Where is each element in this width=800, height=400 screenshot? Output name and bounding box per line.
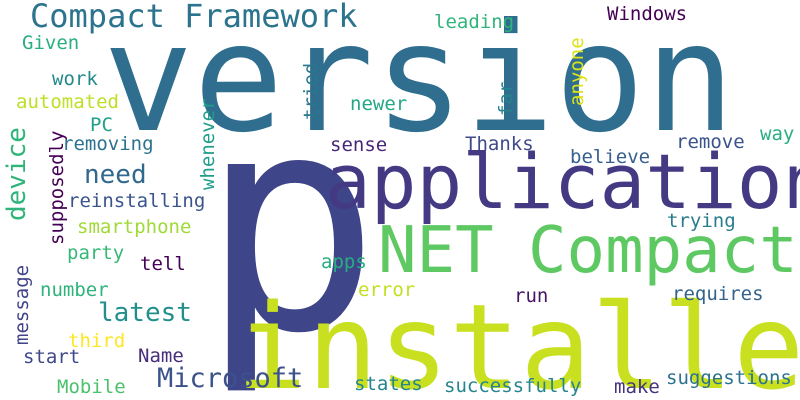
word-anyone: anyone (566, 37, 588, 106)
word-message: message (11, 265, 33, 345)
word-start: start (23, 346, 80, 368)
word-version: version (103, 0, 735, 166)
word-mobile: Mobile (57, 376, 126, 398)
word-net: NET (378, 214, 494, 288)
word-far: far (495, 82, 517, 116)
word-remove: remove (676, 131, 745, 153)
word-windows: Windows (607, 3, 687, 25)
word-device: device (2, 127, 32, 221)
word-microsoft: Microsoft (157, 363, 303, 394)
word-tell: tell (140, 253, 186, 275)
word-leading: leading (434, 11, 514, 33)
word-thanks: Thanks (465, 133, 534, 155)
word-latest: latest (98, 298, 192, 328)
word-newer: newer (350, 93, 407, 115)
word-removing: removing (62, 133, 154, 155)
word-smartphone: smartphone (77, 216, 191, 238)
word-successfully: successfully (444, 375, 581, 397)
word-compact: Compact (528, 214, 798, 288)
word-suggestions: suggestions (666, 367, 792, 389)
word-need: need (84, 160, 147, 190)
word-name: Name (138, 345, 184, 367)
word-installed: installed (236, 278, 800, 400)
word-application: application (325, 137, 800, 226)
word-work: work (52, 68, 98, 90)
word-requires: requires (672, 283, 764, 305)
word-p: p (200, 50, 381, 399)
word-states: states (354, 373, 423, 395)
word-believe: believe (570, 146, 650, 168)
word-run: run (514, 285, 548, 307)
word-number: number (40, 279, 109, 301)
word-error: error (358, 279, 415, 301)
word-reinstalling: reinstalling (68, 190, 205, 212)
word-compact-framework: Compact Framework (30, 0, 358, 35)
word-third: third (68, 330, 125, 352)
word-automated: automated (16, 91, 119, 113)
word-pc: PC (90, 114, 113, 136)
word-trying: trying (667, 210, 736, 232)
word-whenever: whenever (197, 98, 219, 190)
word-way: way (760, 123, 794, 145)
word-party: party (67, 242, 124, 264)
word-supposedly: supposedly (46, 131, 68, 245)
word-sense: sense (330, 134, 387, 156)
word-tried: tried (300, 63, 322, 120)
word-given: Given (22, 32, 79, 54)
word-make: make (614, 376, 660, 398)
word-apps: apps (321, 251, 367, 273)
